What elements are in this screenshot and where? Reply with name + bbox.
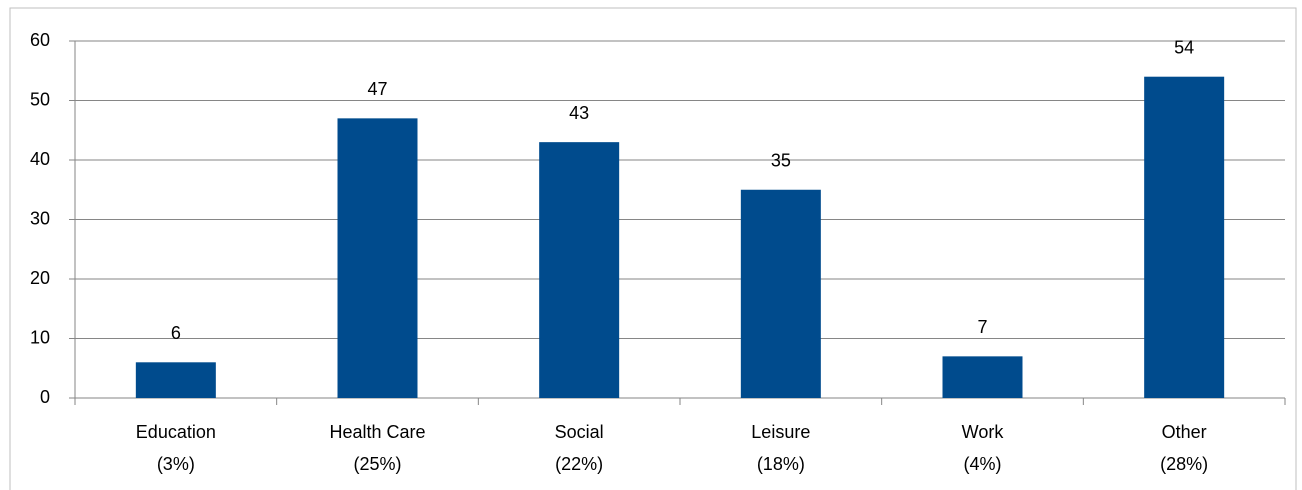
data-label: 6 [171,323,181,343]
x-tick-label: Work (4%) [961,422,1004,474]
y-tick-label: 40 [30,149,50,169]
chart-border [9,7,1297,490]
data-label: 54 [1174,37,1194,57]
bar [740,189,821,398]
x-tick-label: Other (28%) [1160,422,1209,474]
data-label: 47 [367,79,387,99]
x-tick-label: Education (3%) [135,422,216,474]
bar [1144,76,1225,398]
bar [942,356,1023,398]
y-tick-label: 60 [30,30,50,50]
x-tick-label: Leisure (18%) [751,422,811,474]
data-label: 7 [977,317,987,337]
bar [135,362,216,398]
x-tick-label: Social (22%) [554,422,604,474]
y-tick-label: 50 [30,89,50,109]
bar [539,142,620,398]
data-label: 35 [771,151,791,171]
y-tick-label: 30 [30,208,50,228]
y-tick-label: 0 [40,387,50,407]
data-label: 43 [569,103,589,123]
bar [337,118,418,398]
y-tick-label: 10 [30,327,50,347]
y-tick-label: 20 [30,268,50,288]
x-tick-label: Health Care (25%) [329,422,426,474]
